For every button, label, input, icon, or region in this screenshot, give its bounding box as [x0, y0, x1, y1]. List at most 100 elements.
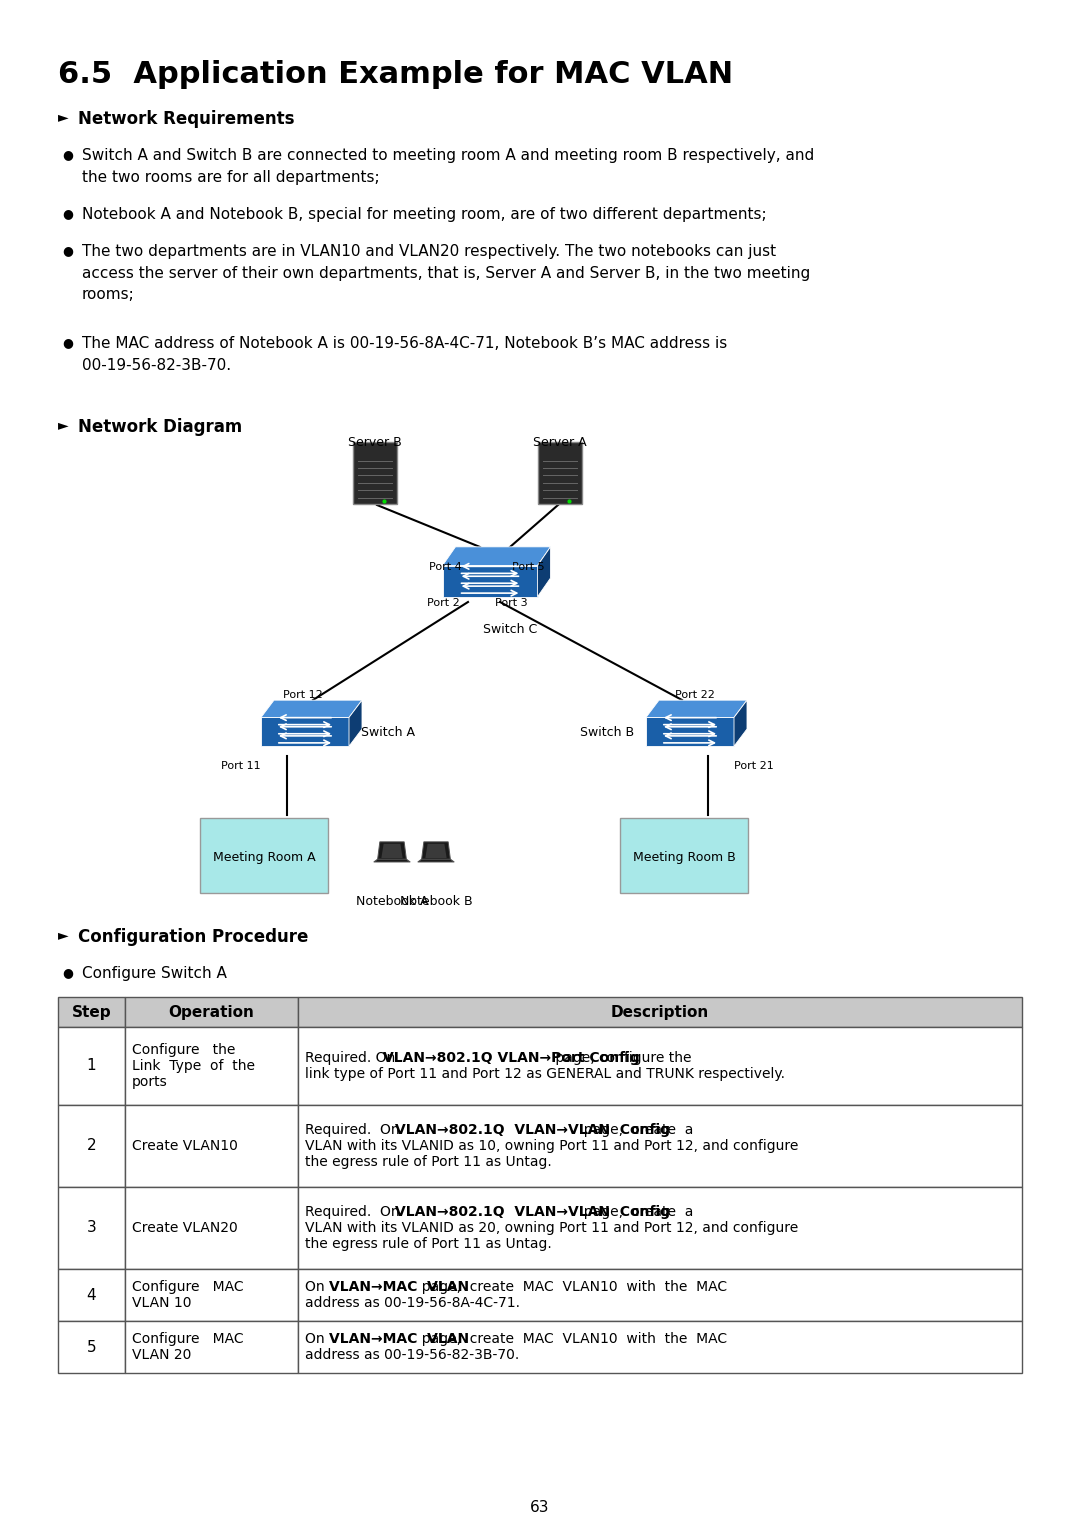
- Text: Required.  On: Required. On: [305, 1205, 408, 1219]
- Text: ►: ►: [58, 928, 69, 942]
- Text: Network Diagram: Network Diagram: [78, 418, 242, 437]
- Polygon shape: [374, 860, 410, 863]
- Text: Switch B: Switch B: [580, 727, 634, 739]
- Polygon shape: [734, 701, 747, 747]
- Text: VLAN with its VLANID as 10, owning Port 11 and Port 12, and configure: VLAN with its VLANID as 10, owning Port …: [305, 1139, 798, 1153]
- Text: VLAN with its VLANID as 20, owning Port 11 and Port 12, and configure: VLAN with its VLANID as 20, owning Port …: [305, 1222, 798, 1235]
- Text: 1: 1: [86, 1058, 96, 1073]
- Text: Configure   the: Configure the: [132, 1043, 235, 1057]
- Text: 2: 2: [86, 1139, 96, 1153]
- Text: Notebook B: Notebook B: [400, 895, 472, 909]
- Text: 3: 3: [86, 1220, 96, 1235]
- Text: Port 3: Port 3: [495, 599, 528, 608]
- Text: ports: ports: [132, 1075, 167, 1089]
- Text: Create VLAN10: Create VLAN10: [132, 1139, 238, 1153]
- Polygon shape: [646, 701, 747, 718]
- Text: Port 11: Port 11: [221, 760, 261, 771]
- FancyBboxPatch shape: [298, 1321, 1022, 1373]
- Text: 5: 5: [86, 1339, 96, 1354]
- Text: Description: Description: [611, 1005, 710, 1020]
- Text: page,  create  a: page, create a: [576, 1205, 693, 1219]
- Text: Port 4: Port 4: [429, 562, 462, 573]
- FancyBboxPatch shape: [538, 441, 582, 504]
- Text: Step: Step: [71, 1005, 111, 1020]
- FancyBboxPatch shape: [58, 1028, 125, 1106]
- Text: Switch A and Switch B are connected to meeting room A and meeting room B respect: Switch A and Switch B are connected to m…: [82, 148, 814, 185]
- Polygon shape: [378, 841, 406, 860]
- FancyBboxPatch shape: [125, 1186, 298, 1269]
- Text: address as 00-19-56-8A-4C-71.: address as 00-19-56-8A-4C-71.: [305, 1296, 519, 1310]
- FancyBboxPatch shape: [200, 818, 328, 893]
- Text: VLAN→802.1Q  VLAN→VLAN  Config: VLAN→802.1Q VLAN→VLAN Config: [395, 1205, 671, 1219]
- Text: Required. On: Required. On: [305, 1051, 400, 1064]
- FancyBboxPatch shape: [125, 997, 298, 1028]
- FancyBboxPatch shape: [298, 997, 1022, 1028]
- Text: ►: ►: [58, 110, 69, 124]
- Text: page,  create  a: page, create a: [576, 1122, 693, 1138]
- Polygon shape: [381, 844, 403, 858]
- Text: VLAN→MAC  VLAN: VLAN→MAC VLAN: [329, 1332, 469, 1345]
- Polygon shape: [443, 565, 538, 597]
- Text: On: On: [305, 1280, 334, 1293]
- FancyBboxPatch shape: [58, 1269, 125, 1321]
- Polygon shape: [426, 844, 447, 858]
- Text: address as 00-19-56-82-3B-70.: address as 00-19-56-82-3B-70.: [305, 1348, 519, 1362]
- Text: Notebook A and Notebook B, special for meeting room, are of two different depart: Notebook A and Notebook B, special for m…: [82, 208, 767, 221]
- Text: 4: 4: [86, 1287, 96, 1303]
- Text: Link  Type  of  the: Link Type of the: [132, 1060, 255, 1073]
- FancyBboxPatch shape: [298, 1269, 1022, 1321]
- FancyBboxPatch shape: [125, 1269, 298, 1321]
- Text: link type of Port 11 and Port 12 as GENERAL and TRUNK respectively.: link type of Port 11 and Port 12 as GENE…: [305, 1067, 785, 1081]
- Text: the egress rule of Port 11 as Untag.: the egress rule of Port 11 as Untag.: [305, 1237, 552, 1251]
- Text: page,  create  MAC  VLAN10  with  the  MAC: page, create MAC VLAN10 with the MAC: [414, 1280, 727, 1293]
- Text: Meeting Room B: Meeting Room B: [633, 851, 735, 863]
- Text: Configure   MAC: Configure MAC: [132, 1280, 244, 1293]
- Polygon shape: [418, 860, 455, 863]
- Text: ●: ●: [62, 148, 72, 160]
- Text: Switch A: Switch A: [361, 727, 415, 739]
- Polygon shape: [421, 841, 450, 860]
- Text: VLAN 10: VLAN 10: [132, 1296, 191, 1310]
- Text: 63: 63: [530, 1500, 550, 1515]
- FancyBboxPatch shape: [58, 1321, 125, 1373]
- FancyBboxPatch shape: [58, 997, 125, 1028]
- Text: Configure   MAC: Configure MAC: [132, 1332, 244, 1345]
- Text: Operation: Operation: [168, 1005, 255, 1020]
- Text: Configure Switch A: Configure Switch A: [82, 967, 227, 980]
- Text: Port 5: Port 5: [512, 562, 544, 573]
- Text: VLAN→MAC  VLAN: VLAN→MAC VLAN: [329, 1280, 469, 1293]
- FancyBboxPatch shape: [58, 1186, 125, 1269]
- FancyBboxPatch shape: [125, 1028, 298, 1106]
- Text: Switch C: Switch C: [483, 623, 537, 637]
- Polygon shape: [261, 701, 362, 718]
- Polygon shape: [443, 547, 551, 565]
- Text: Port 2: Port 2: [428, 599, 460, 608]
- Polygon shape: [261, 718, 349, 747]
- Text: ●: ●: [62, 336, 72, 350]
- Text: ►: ►: [58, 418, 69, 432]
- FancyBboxPatch shape: [298, 1028, 1022, 1106]
- Text: Meeting Room A: Meeting Room A: [213, 851, 315, 863]
- Text: ●: ●: [62, 967, 72, 979]
- Text: 6.5  Application Example for MAC VLAN: 6.5 Application Example for MAC VLAN: [58, 60, 733, 89]
- Text: Configuration Procedure: Configuration Procedure: [78, 928, 309, 947]
- FancyBboxPatch shape: [620, 818, 748, 893]
- Polygon shape: [349, 701, 362, 747]
- Text: On: On: [305, 1332, 334, 1345]
- Text: page, configure the: page, configure the: [552, 1051, 692, 1064]
- Text: Port 22: Port 22: [675, 690, 715, 699]
- Text: Network Requirements: Network Requirements: [78, 110, 295, 128]
- FancyBboxPatch shape: [298, 1186, 1022, 1269]
- Text: VLAN 20: VLAN 20: [132, 1348, 191, 1362]
- FancyBboxPatch shape: [58, 1106, 125, 1186]
- Text: the egress rule of Port 11 as Untag.: the egress rule of Port 11 as Untag.: [305, 1154, 552, 1170]
- Text: Server A: Server A: [534, 437, 586, 449]
- FancyBboxPatch shape: [353, 441, 397, 504]
- Text: Required.  On: Required. On: [305, 1122, 408, 1138]
- FancyBboxPatch shape: [298, 1106, 1022, 1186]
- Text: Create VLAN20: Create VLAN20: [132, 1222, 238, 1235]
- Text: Notebook A: Notebook A: [355, 895, 429, 909]
- Text: The MAC address of Notebook A is 00-19-56-8A-4C-71, Notebook B’s MAC address is
: The MAC address of Notebook A is 00-19-5…: [82, 336, 727, 373]
- Text: ●: ●: [62, 244, 72, 257]
- Text: page,  create  MAC  VLAN10  with  the  MAC: page, create MAC VLAN10 with the MAC: [414, 1332, 727, 1345]
